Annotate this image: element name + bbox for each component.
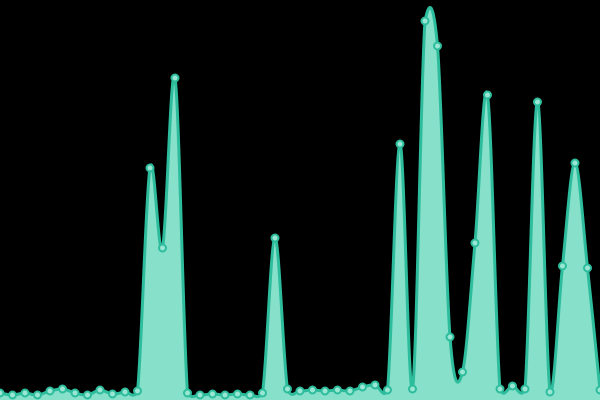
data-point-marker (120, 387, 130, 397)
area-fill (0, 7, 600, 400)
data-point-marker (558, 261, 567, 271)
data-point-marker (83, 390, 92, 400)
data-point-marker (570, 158, 580, 168)
data-point-marker (270, 233, 280, 243)
data-point-marker (595, 385, 600, 395)
data-point-marker (520, 384, 530, 394)
data-point-marker (508, 381, 517, 391)
data-point-marker (183, 388, 192, 398)
data-point-marker (70, 388, 80, 398)
data-point-marker (495, 384, 505, 394)
data-point-marker (233, 389, 242, 399)
data-point-marker (308, 385, 317, 395)
data-point-marker (445, 332, 455, 342)
data-point-marker (283, 384, 292, 394)
data-point-marker (333, 385, 342, 395)
data-point-marker (8, 390, 17, 400)
data-point-marker (383, 385, 392, 395)
data-point-marker (583, 263, 592, 273)
data-point-marker (420, 16, 430, 26)
data-point-marker (470, 238, 480, 248)
data-point-marker (208, 389, 217, 399)
data-point-marker (133, 386, 142, 396)
data-point-marker (0, 388, 5, 398)
data-point-marker (408, 384, 417, 394)
data-point-marker (483, 90, 492, 100)
data-point-marker (395, 139, 405, 149)
data-point-marker (345, 386, 355, 396)
data-point-marker (295, 386, 305, 396)
data-point-marker (195, 390, 205, 400)
data-point-marker (533, 97, 542, 107)
data-point-marker (58, 384, 67, 394)
data-point-marker (545, 387, 555, 397)
data-point-marker (108, 389, 117, 399)
data-point-marker (158, 243, 167, 253)
data-point-marker (433, 41, 442, 51)
data-point-marker (458, 367, 467, 377)
data-point-marker (95, 385, 105, 395)
data-point-marker (258, 388, 267, 398)
data-point-marker (170, 73, 180, 83)
data-point-marker (20, 388, 30, 398)
line-stroke (0, 6, 600, 399)
data-point-markers (0, 16, 600, 400)
data-point-marker (370, 380, 380, 390)
data-point-marker (33, 390, 42, 400)
data-point-marker (145, 163, 155, 173)
data-point-marker (245, 390, 255, 400)
data-point-marker (45, 386, 55, 396)
data-point-marker (220, 390, 230, 400)
data-point-marker (320, 386, 330, 396)
data-point-marker (358, 382, 367, 392)
